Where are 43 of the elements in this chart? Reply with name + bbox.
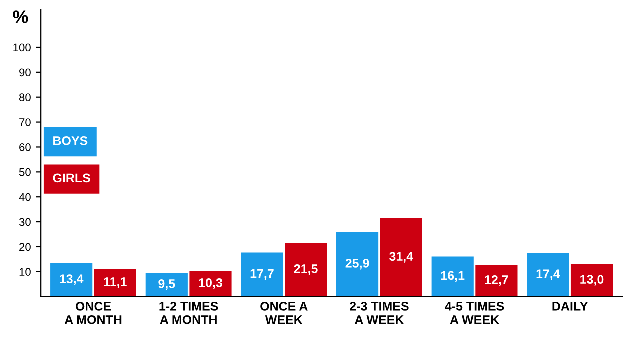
y-axis-title: % [13, 10, 28, 24]
data-label: 12,7 [485, 276, 508, 286]
x-tick-label: ONCE A MONTH [64, 302, 122, 324]
y-tick-label: 10 [20, 268, 31, 276]
bar [570, 264, 614, 297]
bar [50, 263, 93, 297]
bar [241, 252, 284, 297]
bar [285, 243, 328, 297]
data-label: 17,4 [536, 270, 560, 280]
x-tick-label: 4-5 TIMES A WEEK [445, 302, 504, 324]
data-label: 13,4 [60, 274, 84, 286]
x-tick-label: ONCE A WEEK [260, 302, 308, 324]
y-tick-label: 100 [14, 44, 31, 52]
text: BOYS [54, 136, 88, 146]
y-tick-label: 60 [20, 144, 31, 152]
y-tick-label: 90 [20, 68, 31, 77]
data-label: 16,1 [441, 271, 465, 282]
bar [94, 269, 136, 297]
y-tick-label: 30 [19, 218, 31, 226]
data-label: 11,1 [104, 278, 127, 288]
text: GIRLS [53, 174, 90, 183]
data-label: 25,9 [346, 259, 370, 270]
bar [336, 232, 379, 297]
y-tick-label: 20 [20, 243, 31, 252]
y-tick-label: 50 [19, 168, 31, 176]
data-label: 10,3 [199, 278, 222, 290]
bar [527, 253, 570, 297]
bar [432, 256, 474, 297]
y-tick-label: 40 [19, 193, 31, 202]
y-tick-label: 80 [19, 94, 31, 102]
data-label: 9,5 [158, 280, 176, 290]
x-tick-label: DAILY [552, 302, 588, 311]
bar [476, 265, 518, 297]
x-tick-label: 2-3 TIMES A WEEK [350, 302, 409, 324]
data-label: 17,7 [250, 269, 274, 280]
data-label: 31,4 [390, 252, 414, 263]
bar [380, 218, 422, 297]
y-tick-label: 70 [20, 118, 31, 126]
bar [146, 273, 188, 297]
bar [190, 271, 232, 297]
x-tick-label: 1-2 TIMES A MONTH [160, 302, 218, 324]
data-label: 21,5 [294, 264, 318, 276]
data-label: 13,0 [580, 275, 604, 286]
